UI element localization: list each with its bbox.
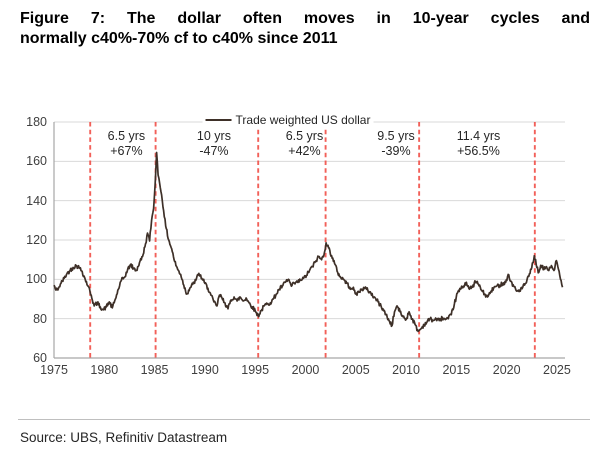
x-axis-tick-label: 2020: [492, 363, 521, 377]
cycle-duration-label: 6.5 yrs: [107, 129, 146, 143]
cycle-change-label: +56.5%: [457, 144, 500, 158]
y-axis-tick-label: 80: [33, 311, 47, 326]
y-axis-tick-label: 120: [26, 233, 47, 247]
cycle-change-label: +67%: [110, 144, 143, 158]
cycle-duration-label: 6.5 yrs: [285, 129, 324, 143]
legend-line-swatch: [205, 119, 232, 121]
cycle-duration-label: 11.4 yrs: [456, 129, 501, 143]
legend-label: Trade weighted US dollar: [235, 113, 371, 127]
x-axis-tick-label: 2015: [442, 363, 471, 377]
x-axis-tick-label: 2010: [392, 363, 420, 377]
cycle-change-label: -39%: [381, 144, 411, 158]
y-axis-tick-label: 60: [33, 351, 47, 365]
cycle-annotation: 10 yrs -47%: [197, 129, 231, 159]
cycle-duration-label: 10 yrs: [196, 129, 231, 143]
figure-title-line1: Figure 7: The dollar often moves in 10-y…: [20, 10, 590, 27]
y-axis-tick-label: 180: [26, 115, 47, 129]
cycle-duration-label: 9.5 yrs: [377, 129, 415, 143]
cycle-annotation: 11.4 yrs +56.5%: [457, 129, 501, 159]
y-axis-tick-label: 100: [26, 272, 47, 287]
x-axis-tick-label: 1975: [40, 363, 68, 377]
x-axis-tick-label: 1985: [140, 363, 169, 377]
trade-weighted-dollar-line: [53, 151, 564, 333]
y-axis-tick-label: 140: [26, 193, 47, 208]
x-axis-tick-label: 1995: [241, 363, 270, 377]
cycle-change-label: +42%: [288, 144, 321, 158]
x-axis-tick-label: 1980: [90, 363, 119, 377]
x-axis-tick-label: 2025: [543, 363, 571, 377]
x-axis-tick-label: 2000: [291, 363, 320, 377]
chart-legend: Trade weighted US dollar: [202, 112, 374, 128]
source-note: Source: UBS, Refinitiv Datastream: [20, 430, 228, 445]
y-axis-tick-label: 160: [26, 154, 47, 169]
cycle-change-label: -47%: [199, 144, 229, 158]
footer-divider: [18, 419, 590, 420]
cycle-annotation: 6.5 yrs +42%: [286, 129, 324, 159]
cycle-annotation: 6.5 yrs +67%: [108, 129, 146, 159]
figure-title: Figure 7: The dollar often moves in 10-y…: [20, 9, 590, 49]
x-axis-tick-label: 1990: [190, 363, 219, 377]
cycle-annotation: 9.5 yrs -39%: [377, 129, 415, 159]
figure-title-line2: normally c40%-70% cf to c40% since 2011: [20, 30, 338, 47]
x-axis-tick-label: 2005: [341, 363, 370, 377]
